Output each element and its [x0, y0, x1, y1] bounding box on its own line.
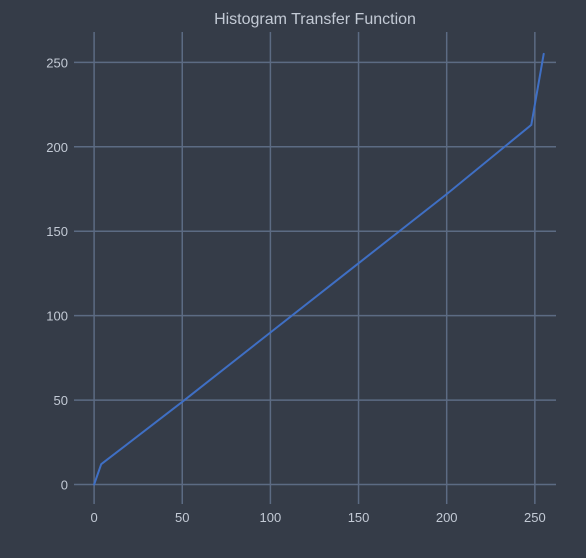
grid — [74, 32, 556, 504]
series — [93, 52, 545, 486]
chart-title: Histogram Transfer Function — [214, 11, 416, 28]
x-tick-label: 250 — [524, 510, 546, 525]
y-tick-label: 100 — [46, 309, 68, 324]
axis-ticks: 0 50 100 150 200 250 0 50 100 150 200 250 — [46, 55, 545, 525]
x-tick-label: 50 — [175, 510, 189, 525]
x-tick-label: 150 — [348, 510, 370, 525]
series-line-0 — [93, 52, 545, 486]
y-tick-label: 150 — [46, 224, 68, 239]
x-tick-label: 100 — [260, 510, 282, 525]
x-tick-label: 200 — [436, 510, 458, 525]
y-tick-label: 250 — [46, 55, 68, 70]
x-tick-label: 0 — [90, 510, 97, 525]
y-tick-label: 50 — [54, 393, 68, 408]
y-tick-label: 0 — [61, 477, 68, 492]
y-tick-label: 200 — [46, 140, 68, 155]
